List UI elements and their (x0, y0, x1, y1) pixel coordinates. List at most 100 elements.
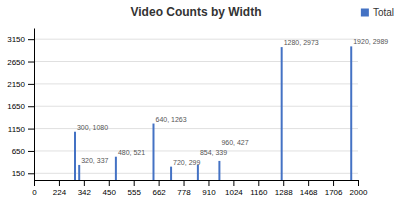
bar (74, 132, 76, 180)
x-tick: 1468 (300, 180, 318, 197)
bar (281, 47, 283, 180)
x-tick-label: 0 (32, 188, 37, 197)
bar (197, 165, 199, 180)
x-tick: 0 (32, 180, 37, 197)
x-tick-mark (208, 180, 209, 186)
legend-swatch (361, 9, 369, 17)
y-tick-mark (28, 62, 34, 63)
y-tick: 1150 (8, 125, 34, 134)
x-tick: 662 (152, 180, 166, 197)
bar (350, 46, 352, 180)
data-label: 960, 427 (221, 139, 248, 146)
x-tick-label: 1706 (325, 188, 343, 197)
x-tick-mark (258, 180, 259, 186)
y-tick-mark (28, 106, 34, 107)
data-label: 480, 521 (118, 149, 145, 156)
x-tick-label: 1468 (300, 188, 318, 197)
x-axis-line (35, 180, 359, 181)
y-axis-line (34, 29, 35, 181)
x-tick-label: 778 (177, 188, 191, 197)
x-tick-mark (34, 180, 35, 186)
y-tick: 1650 (7, 102, 34, 111)
bar (170, 167, 172, 180)
y-tick-mark (28, 84, 34, 85)
x-tick-label: 1288 (275, 188, 293, 197)
x-tick: 342 (78, 180, 92, 197)
y-axis: 150 650 1150 1650 2150 2650 3150 (7, 29, 34, 181)
y-tick: 3150 (7, 35, 34, 44)
bar (115, 157, 117, 180)
x-tick-mark (308, 180, 309, 186)
chart-svg: 0 224 342 450 555 662 778 910 1024 1160 1288 1468 17… (0, 0, 400, 198)
x-tick: 555 (128, 180, 142, 197)
x-tick: 1706 (325, 180, 343, 197)
x-tick: 1160 (250, 180, 268, 197)
x-tick-label: 2000 (350, 188, 368, 197)
x-tick-mark (184, 180, 185, 186)
y-tick-mark (28, 173, 34, 174)
x-tick-label: 450 (103, 188, 117, 197)
x-tick-mark (134, 180, 135, 186)
legend: Total (361, 7, 394, 18)
x-tick-mark (159, 180, 160, 186)
data-labels: 300, 1080 320, 337 480, 521 640, 1263 720, 2… (77, 38, 388, 165)
x-axis: 0 224 342 450 555 662 778 910 1024 1160 1288 1468 17… (32, 180, 368, 197)
x-tick-mark (358, 180, 359, 186)
plot: 0 224 342 450 555 662 778 910 1024 1160 1288 1468 17… (7, 29, 388, 197)
x-tick: 1288 (275, 180, 293, 197)
y-tick-label: 150 (12, 169, 26, 178)
x-tick: 1024 (225, 180, 243, 197)
x-tick-mark (283, 180, 284, 186)
y-tick-label: 3150 (7, 35, 25, 44)
bar (78, 165, 80, 180)
x-tick-label: 224 (53, 188, 67, 197)
x-tick-label: 662 (152, 188, 166, 197)
data-label: 1920, 2989 (353, 38, 388, 45)
x-tick-label: 555 (128, 188, 142, 197)
y-tick: 2650 (7, 58, 34, 67)
x-tick: 224 (53, 180, 67, 197)
y-tick-label: 650 (12, 147, 26, 156)
data-label: 640, 1263 (155, 116, 186, 123)
x-tick-mark (333, 180, 334, 186)
bars (75, 46, 351, 180)
x-tick-label: 342 (78, 188, 92, 197)
legend-label: Total (373, 7, 394, 18)
x-tick: 778 (177, 180, 191, 197)
x-tick-mark (233, 180, 234, 186)
data-label: 1280, 2973 (284, 39, 319, 46)
x-tick: 2000 (350, 180, 368, 197)
y-tick-label: 2150 (7, 80, 25, 89)
x-tick-mark (109, 180, 110, 186)
x-tick-label: 910 (202, 188, 216, 197)
y-tick-mark (28, 129, 34, 130)
grid-line (34, 61, 358, 62)
y-tick-label: 1650 (7, 102, 25, 111)
data-label: 300, 1080 (77, 124, 108, 131)
data-label: 854, 339 (200, 149, 227, 156)
data-label: 320, 337 (81, 157, 108, 164)
grid-line (34, 106, 358, 107)
x-tick: 910 (202, 180, 216, 197)
bar (218, 161, 220, 180)
grid (34, 39, 358, 173)
x-tick-label: 1024 (225, 188, 243, 197)
y-tick: 2150 (7, 80, 34, 89)
x-tick-label: 1160 (250, 188, 268, 197)
y-tick: 150 (12, 169, 34, 178)
bar (152, 124, 154, 180)
title: Video Counts by Width (131, 5, 262, 19)
x-tick-mark (59, 180, 60, 186)
y-tick-mark (28, 151, 34, 152)
y-tick-label: 1150 (8, 125, 26, 134)
chart-container: 0 224 342 450 555 662 778 910 1024 1160 1288 1468 17… (0, 0, 400, 198)
y-tick-label: 2650 (7, 58, 25, 67)
x-tick-mark (84, 180, 85, 186)
x-tick: 450 (103, 180, 117, 197)
grid-line (34, 150, 358, 151)
grid-line (34, 83, 358, 84)
y-tick-mark (28, 39, 34, 40)
data-label: 720, 299 (173, 159, 200, 166)
y-tick: 650 (12, 147, 34, 156)
grid-line (34, 173, 358, 174)
